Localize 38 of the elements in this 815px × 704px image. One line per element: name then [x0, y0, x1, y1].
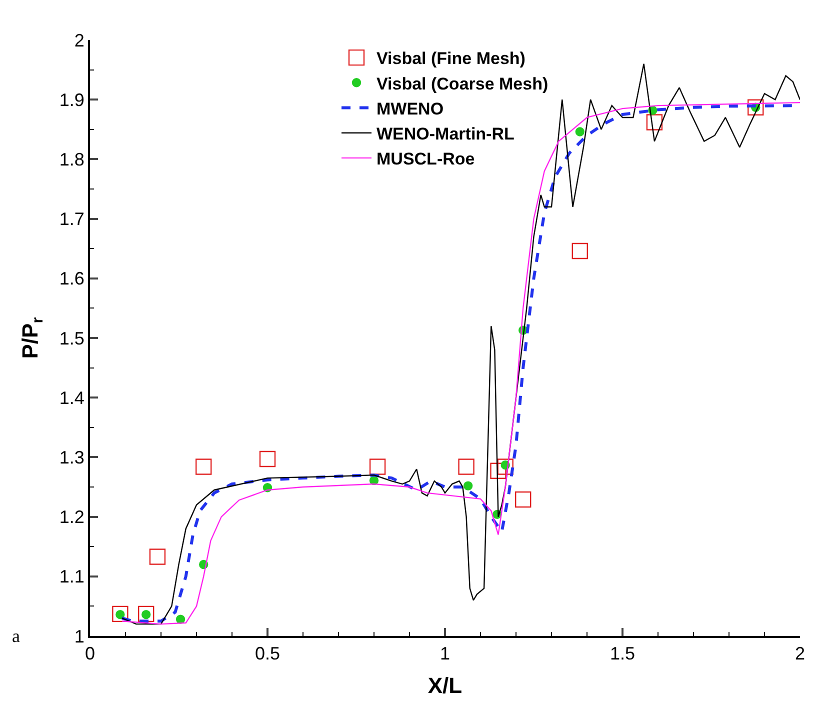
point	[138, 606, 154, 622]
point	[458, 458, 474, 475]
y-tick-label: 1.1	[59, 566, 84, 587]
y-tick-label: 1	[74, 626, 84, 646]
point	[572, 242, 588, 260]
point	[259, 450, 276, 468]
legend-label: Visbal (Coarse Mesh)	[376, 74, 548, 94]
point	[490, 462, 506, 480]
point	[646, 114, 663, 130]
y-tick-label: 1.4	[59, 388, 84, 408]
point	[176, 614, 186, 624]
y-tick-label: 1.5	[59, 328, 84, 348]
x-axis-title: X/L	[428, 673, 462, 698]
point	[196, 458, 212, 475]
y-tick-label: 1.3	[59, 448, 84, 468]
y-tick-label: 1.6	[59, 268, 84, 289]
point	[748, 99, 764, 116]
y-tick-label: 2	[74, 30, 84, 50]
point	[149, 548, 166, 565]
point	[369, 458, 386, 475]
x-tick-label: 2	[794, 644, 806, 664]
legend-label: MUSCL-Roe	[376, 150, 475, 169]
text: a	[12, 626, 20, 646]
x-tick-label: 0	[84, 644, 96, 664]
y-tick-label: 1.7	[59, 209, 84, 230]
x-tick-label: 0.5	[254, 644, 280, 664]
y-tick-label: 1.2	[59, 507, 84, 528]
x-tick-label: 1.5	[610, 644, 636, 664]
point	[515, 491, 532, 508]
point	[575, 127, 584, 136]
legend-label: MWENO	[376, 99, 444, 118]
legend-label: Visbal (Fine Mesh)	[376, 49, 526, 68]
legend-label: WENO-Martin-RL	[376, 124, 514, 144]
y-tick-label: 1.9	[59, 90, 84, 110]
y-tick-label: 1.8	[59, 150, 84, 170]
point	[112, 606, 128, 622]
point	[463, 481, 473, 490]
x-tick-label: 1	[440, 644, 450, 664]
